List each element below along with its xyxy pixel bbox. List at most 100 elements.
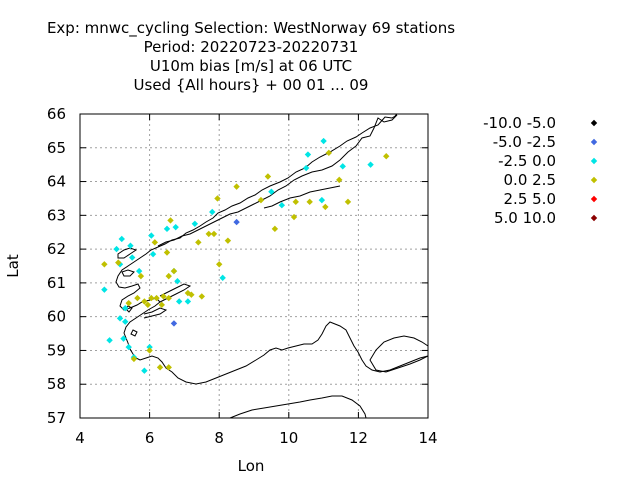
data-point — [125, 343, 132, 351]
data-point — [163, 225, 171, 233]
data-point — [191, 220, 199, 227]
data-point — [165, 272, 172, 280]
data-point — [170, 320, 178, 327]
data-point — [135, 267, 143, 275]
axes: 4 6 8 10 12 14 57 58 59 60 61 62 63 64 65 66 — [47, 105, 438, 447]
data-point — [113, 245, 120, 253]
data-point — [118, 235, 125, 243]
data-point — [122, 305, 129, 312]
legend-label: -2.5 0.0 — [498, 152, 556, 170]
data-point — [129, 254, 136, 261]
y-tick-label: 58 — [47, 375, 66, 393]
data-point — [149, 250, 157, 258]
legend-marker — [590, 195, 598, 203]
title-line-1: Exp: mnwc_cycling Selection: WestNorway … — [47, 19, 455, 38]
x-axis-label: Lon — [238, 457, 265, 475]
data-point — [325, 149, 333, 157]
x-tick-label: 12 — [349, 429, 368, 447]
legend-label: 0.0 2.5 — [504, 171, 556, 189]
data-point — [198, 293, 205, 300]
data-point — [116, 315, 124, 322]
y-tick-label: 59 — [47, 341, 66, 359]
data-point — [233, 183, 240, 190]
data-point — [158, 301, 165, 309]
x-tick-label: 6 — [145, 429, 155, 447]
data-point — [163, 249, 171, 256]
y-tick-label: 60 — [47, 308, 66, 326]
data-point — [233, 218, 240, 226]
legend-label: 5.0 10.0 — [494, 209, 556, 227]
data-point — [120, 335, 127, 342]
data-point — [122, 318, 129, 325]
data-point — [188, 291, 195, 298]
coastline-map — [115, 113, 429, 419]
data-point — [106, 337, 113, 344]
data-point — [306, 198, 313, 206]
data-point — [125, 299, 132, 307]
data-point — [184, 298, 192, 305]
data-point — [383, 153, 390, 160]
data-point — [146, 347, 153, 354]
data-point — [175, 298, 183, 305]
x-tick-label: 10 — [279, 429, 298, 447]
data-point — [322, 203, 329, 211]
data-point — [156, 364, 164, 371]
data-point — [318, 196, 326, 204]
data-point — [292, 198, 299, 206]
data-point — [137, 272, 145, 280]
legend-marker — [590, 157, 598, 165]
grid — [80, 114, 428, 418]
y-tick-label: 63 — [47, 206, 66, 224]
data-point — [210, 230, 218, 238]
legend-marker — [590, 138, 598, 146]
data-point — [216, 261, 223, 268]
data-point — [257, 196, 265, 204]
data-point — [153, 294, 160, 302]
data-point — [146, 343, 153, 351]
data-point — [130, 355, 138, 363]
data-point — [165, 364, 172, 371]
data-point — [160, 293, 167, 300]
plot-frame — [79, 113, 429, 419]
data-point — [115, 259, 122, 266]
legend-label: -5.0 -2.5 — [493, 133, 556, 151]
data-point — [290, 213, 298, 221]
data-point — [271, 225, 279, 233]
data-point — [367, 161, 374, 168]
data-point — [219, 274, 226, 282]
legend-label: 2.5 5.0 — [504, 190, 556, 208]
data-point — [148, 232, 155, 239]
data-point — [344, 198, 352, 206]
title-line-3: U10m bias [m/s] at 06 UTC — [150, 57, 352, 75]
data-point — [304, 151, 312, 158]
y-tick-label: 64 — [47, 173, 66, 191]
data-point — [224, 237, 232, 244]
x-tick-label: 4 — [75, 429, 85, 447]
x-tick-label: 14 — [418, 429, 437, 447]
data-point — [101, 261, 108, 268]
data-point — [339, 163, 346, 170]
data-point — [209, 208, 216, 216]
data-point — [165, 294, 172, 302]
data-point — [148, 294, 155, 302]
data-point — [144, 301, 152, 309]
data-point — [151, 239, 159, 246]
data-point — [141, 298, 148, 305]
data-point — [336, 176, 343, 184]
data-point — [101, 286, 108, 293]
legend-label: -10.0 -5.0 — [483, 114, 556, 132]
y-tick-label: 65 — [47, 139, 66, 157]
title-line-2: Period: 20220723-20220731 — [144, 38, 359, 56]
data-point — [214, 195, 221, 202]
data-point — [268, 188, 275, 195]
y-tick-label: 57 — [47, 409, 66, 427]
legend-marker — [590, 176, 598, 184]
x-tick-label: 8 — [214, 429, 224, 447]
data-points — [101, 137, 390, 374]
data-point — [303, 164, 310, 172]
data-point — [320, 137, 327, 145]
data-point — [134, 294, 141, 302]
data-point — [195, 239, 202, 246]
data-point — [264, 173, 272, 180]
